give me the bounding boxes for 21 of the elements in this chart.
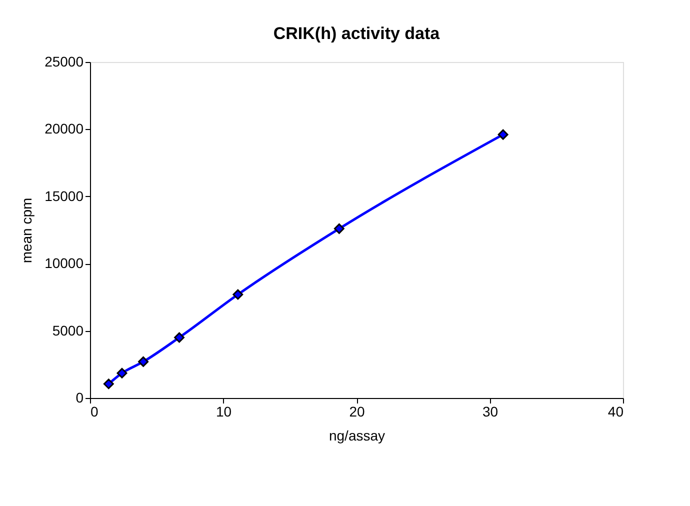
point (232, 289, 244, 300)
x-tick-label: 40 (608, 404, 624, 420)
x-tick-label: 30 (482, 404, 498, 420)
y-tick-label: 20000 (44, 120, 84, 137)
y-tick-label: 25000 (44, 54, 84, 70)
x-tick-label: 10 (216, 404, 232, 420)
y-axis-title: mean cpm (18, 198, 35, 264)
y-tick-label: 15000 (44, 188, 84, 204)
y-tick-label: 5000 (52, 322, 84, 338)
chart-title: CRIK(h) activity data (273, 24, 440, 43)
point (174, 332, 184, 343)
point (138, 356, 149, 367)
x-tick-label: 0 (90, 404, 98, 420)
point (334, 223, 344, 234)
x-axis-title: ng/assay (328, 428, 386, 444)
y-tick-label: 0 (76, 390, 84, 406)
point (498, 129, 508, 140)
y-tick-label: 10000 (44, 255, 84, 272)
x-tick-label: 20 (349, 404, 365, 420)
point (116, 368, 128, 378)
point (103, 378, 114, 390)
